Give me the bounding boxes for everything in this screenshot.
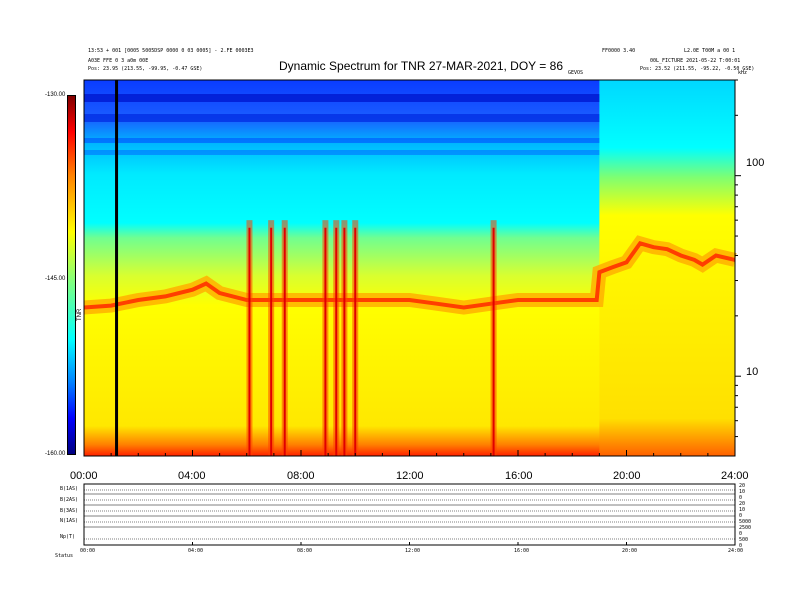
- band-1: [84, 94, 600, 102]
- burst-5: [343, 227, 346, 456]
- panel-label-0: B(1AS): [60, 486, 79, 492]
- panel-right-9: 500: [739, 537, 749, 543]
- x-tick-1: 04:00: [178, 470, 206, 482]
- panel-x-tick-6: 24:00: [728, 548, 744, 554]
- x-tick-0: 00:00: [70, 470, 98, 482]
- header-left-info-2: A03E FFE 0 3 a0m 00E: [88, 58, 149, 64]
- ridge-line: [83, 240, 736, 310]
- panel-right-5: 0: [739, 513, 743, 519]
- burst-3: [324, 227, 327, 456]
- panel-label-3: N(1AS): [60, 518, 79, 524]
- burst-6: [354, 227, 357, 456]
- colorbar-tick-mid: -145.00: [45, 276, 66, 282]
- panel-right-3: 20: [739, 501, 746, 507]
- colorbar-tick-bottom: -160.00: [45, 451, 66, 457]
- header-left-info-3: Pos: 23.95 (213.55, -99.95, -0.47 GSE): [88, 66, 203, 72]
- panel-right-8: 0: [739, 531, 743, 537]
- header-right-info-1: FF0000 3.40: [602, 48, 636, 54]
- x-tick-5: 20:00: [613, 470, 641, 482]
- panel-x-tick-0: 00:00: [80, 548, 96, 554]
- x-tick-3: 12:00: [396, 470, 424, 482]
- header-center-small: GEVOS: [568, 70, 584, 76]
- panel-label-2: B(3AS): [60, 508, 79, 514]
- header-right-info-4: Pos: 23.52 (211.55, -95.22, -0.50 GSE): [640, 66, 755, 72]
- panel-x-tick-4: 16:00: [514, 548, 530, 554]
- header-left-info-1: 13:53 + 001 [0005 5005DSP 0000 0 03 0005…: [88, 48, 254, 54]
- panel-x-tick-2: 08:00: [297, 548, 313, 554]
- header-right-info-3: 00L_FICTURE 2021-05-22 T:00:01: [650, 58, 741, 64]
- panel-right-1: 10: [739, 489, 746, 495]
- header-right-info-2: L2.0E T00M a 00 1: [684, 48, 736, 54]
- panel-right-7: 2500: [739, 525, 752, 531]
- panel-right-4: 10: [739, 507, 746, 513]
- header-right-corner: kHz: [738, 70, 748, 76]
- panel-x-tick-1: 04:00: [188, 548, 204, 554]
- burst-0: [248, 227, 251, 456]
- x-tick-2: 08:00: [287, 470, 315, 482]
- band-4: [84, 150, 600, 155]
- burst-7: [492, 227, 495, 456]
- panel-right-6: 5000: [739, 519, 752, 525]
- panel-right-0: 20: [739, 483, 746, 489]
- band-2: [84, 114, 600, 122]
- x-tick-6: 24:00: [721, 470, 749, 482]
- panel-right-2: 0: [739, 495, 743, 501]
- burst-1: [270, 227, 273, 456]
- panel-border: [83, 483, 736, 546]
- burst-2: [283, 227, 286, 456]
- panel-label-4: Np(T): [60, 534, 76, 540]
- panel-left-scale: Status: [55, 553, 74, 559]
- colorbar-tick-top: -130.00: [45, 92, 66, 98]
- y-tick-10: 10: [746, 366, 759, 378]
- colorbar: [67, 95, 76, 455]
- band-3: [84, 138, 600, 143]
- panel-x-tick-3: 12:00: [405, 548, 421, 554]
- x-tick-4: 16:00: [505, 470, 533, 482]
- chart-title: Dynamic Spectrum for TNR 27-MAR-2021, DO…: [279, 59, 563, 73]
- burst-4: [335, 227, 338, 456]
- vertical-marker: [115, 80, 119, 456]
- panel-right-10: 0: [739, 543, 743, 549]
- y-tick-100: 100: [746, 157, 765, 169]
- panel-x-tick-5: 20:00: [622, 548, 638, 554]
- panel-label-1: B(2AS): [60, 497, 79, 503]
